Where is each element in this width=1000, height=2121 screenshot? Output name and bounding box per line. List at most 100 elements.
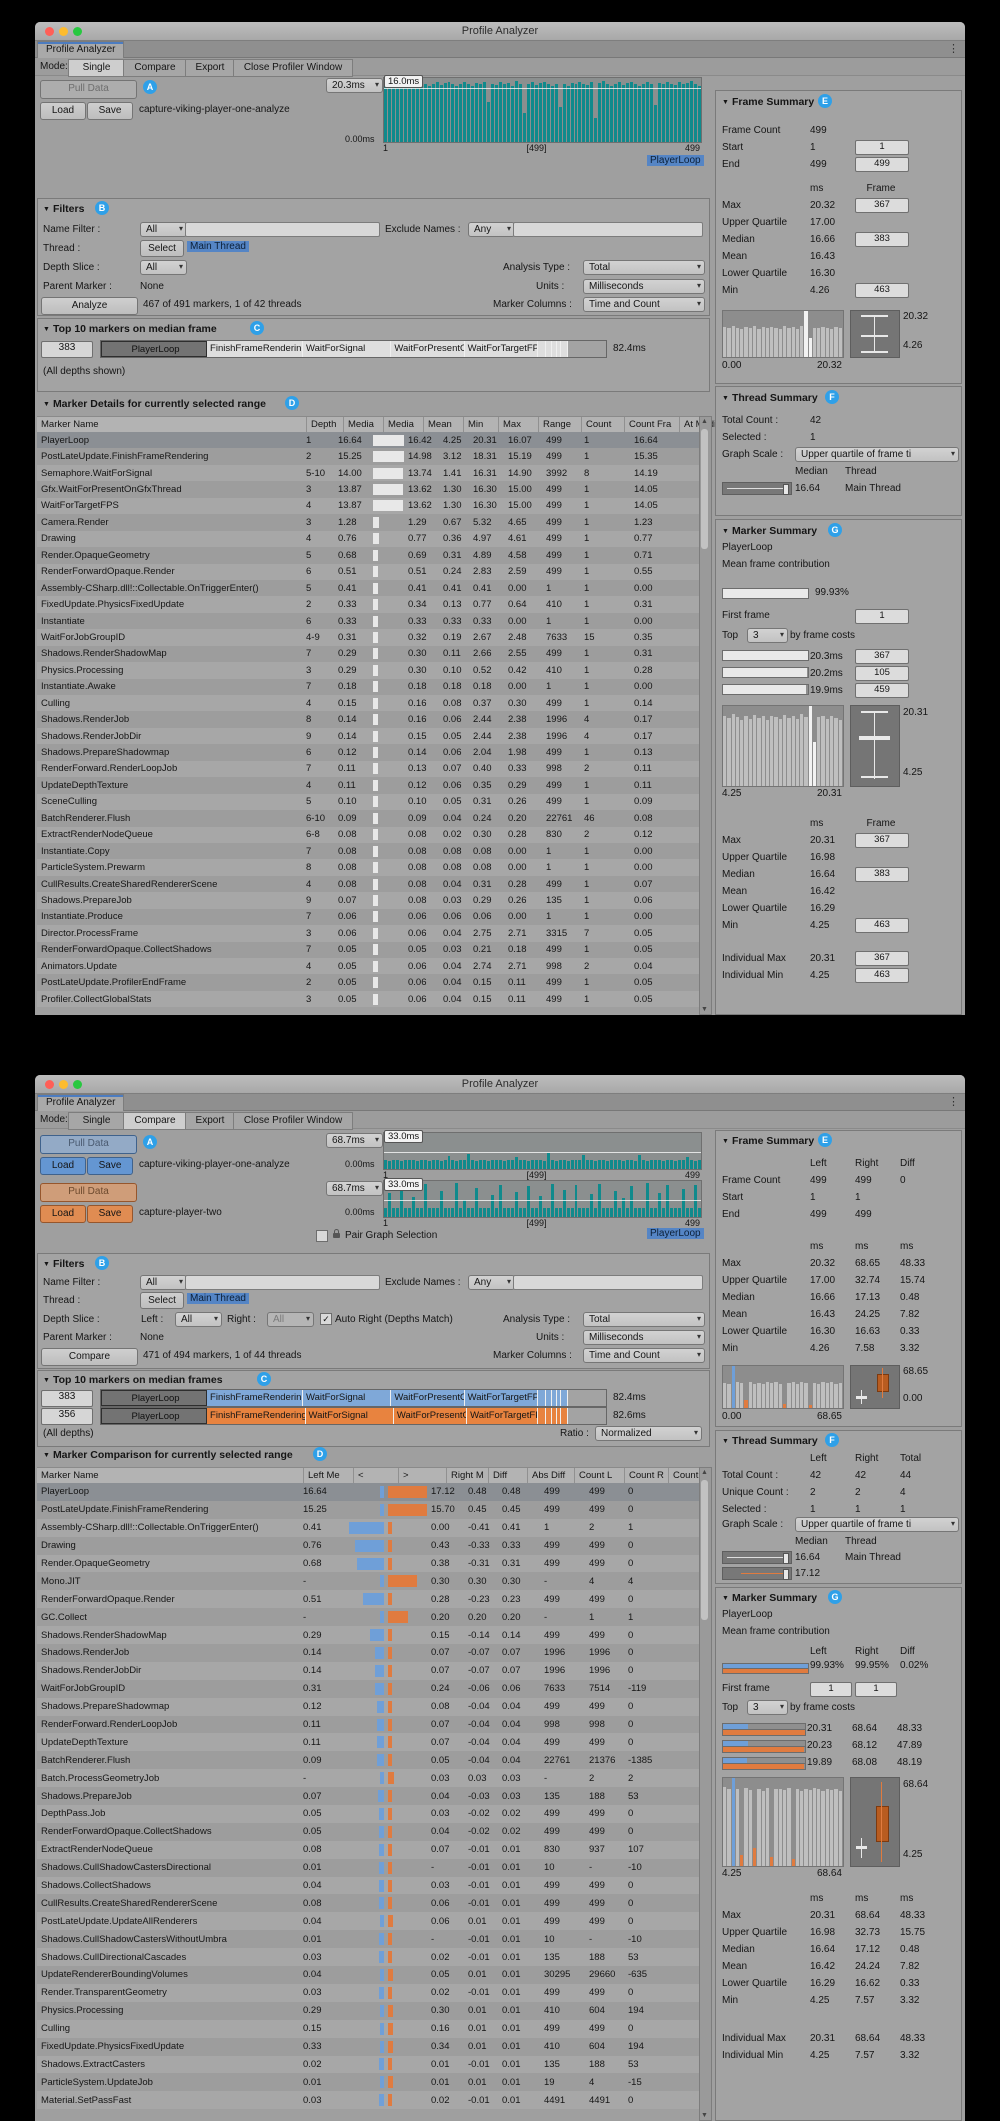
table-row[interactable]: RenderForwardOpaque.Render 0.51 0.28 -0.… <box>37 1590 699 1609</box>
table-row[interactable]: BatchRenderer.Flush 6-10 0.09 0.09 0.04 … <box>37 810 699 827</box>
top10-segment[interactable] <box>545 341 552 357</box>
top10-segment[interactable] <box>545 1408 552 1424</box>
table-row[interactable]: CullResults.CreateSharedRendererScene 4 … <box>37 875 699 893</box>
table-row[interactable]: Shadows.RenderJob 8 0.14 0.16 0.06 2.44 … <box>37 711 699 728</box>
tab-profile-analyzer[interactable]: Profile Analyzer <box>37 41 125 59</box>
filters-header[interactable]: ▼ Filters <box>43 1258 85 1270</box>
range-left-dropdown[interactable]: 68.7ms <box>326 1133 383 1148</box>
column-header[interactable]: Count R <box>625 1468 669 1484</box>
frame-number-button[interactable]: 367 <box>855 951 909 966</box>
column-header[interactable]: Range <box>539 417 582 433</box>
frame-number-button[interactable]: 367 <box>855 198 909 213</box>
table-row[interactable]: UpdateDepthTexture 4 0.11 0.12 0.06 0.35… <box>37 777 699 794</box>
thread-summary-header[interactable]: ▼ Thread Summary <box>722 1435 818 1447</box>
save-left-button[interactable]: Save <box>87 1157 133 1175</box>
column-header[interactable]: > <box>399 1468 447 1484</box>
column-header[interactable]: Count Fra <box>625 417 680 433</box>
table-row[interactable]: SceneCulling 5 0.10 0.10 0.05 0.31 0.26 … <box>37 793 699 811</box>
column-header[interactable]: Right M <box>447 1468 489 1484</box>
details-scrollbar[interactable]: ▲ ▼ <box>699 416 712 1015</box>
top10-bar-left[interactable]: PlayerLoop FinishFrameRenderin(WaitForSig… <box>100 1389 607 1407</box>
frame-number-button[interactable]: 463 <box>855 968 909 983</box>
range-right-dropdown[interactable]: 68.7ms <box>326 1181 383 1196</box>
first-frame-left-button[interactable]: 1 <box>810 1682 852 1697</box>
exclude-names-input[interactable] <box>513 222 703 237</box>
mode-single-button[interactable]: Single <box>68 59 125 77</box>
top10-segment[interactable] <box>545 1390 552 1406</box>
frame-summary-header[interactable]: ▼ Frame Summary <box>722 1135 815 1147</box>
top10-segment[interactable]: FinishFrameRenderin( <box>207 341 303 357</box>
top10-segment[interactable]: WaitForTargetFPS <box>464 1390 538 1406</box>
table-row[interactable]: RenderForward.RenderLoopJob 7 0.11 0.13 … <box>37 760 699 778</box>
marker-columns-dropdown[interactable]: Time and Count <box>583 297 705 312</box>
frame-time-chart[interactable] <box>383 77 702 143</box>
table-row[interactable]: Director.ProcessFrame 3 0.06 0.06 0.04 2… <box>37 925 699 942</box>
frame-summary-histogram[interactable] <box>722 1365 844 1409</box>
top10-segment[interactable]: WaitForTargetFPS <box>467 1408 538 1424</box>
table-row[interactable]: Shadows.CullDirectionalCascades 0.03 0.0… <box>37 1948 699 1967</box>
table-row[interactable]: Shadows.RenderShadowMap 7 0.29 0.30 0.11… <box>37 645 699 663</box>
top10-frame-button[interactable]: 383 <box>41 341 93 358</box>
frame-time-chart-left[interactable] <box>383 1132 702 1170</box>
frame-number-button[interactable]: 1 <box>855 140 909 155</box>
column-header[interactable]: Abs Diff <box>528 1468 575 1484</box>
mode-single-button[interactable]: Single <box>68 1112 125 1130</box>
table-row[interactable]: Drawing 0.76 0.43 -0.33 0.33 499 499 0 <box>37 1536 699 1555</box>
top10-segment[interactable] <box>537 341 546 357</box>
table-row[interactable]: PlayerLoop 1 16.64 16.42 4.25 20.31 16.0… <box>37 432 699 449</box>
mode-compare-button[interactable]: Compare <box>123 59 187 77</box>
table-row[interactable]: Shadows.PrepareShadowmap 6 0.12 0.14 0.0… <box>37 744 699 761</box>
table-row[interactable]: PostLateUpdate.UpdateAllRenderers 0.04 0… <box>37 1912 699 1931</box>
frame-number-button[interactable]: 463 <box>855 918 909 933</box>
close-button[interactable] <box>45 27 54 36</box>
name-filter-mode-dropdown[interactable]: All <box>140 1275 187 1290</box>
column-header[interactable]: Media <box>384 417 424 433</box>
top10-frame-right-button[interactable]: 356 <box>41 1408 93 1425</box>
compare-button[interactable]: Compare <box>41 1348 138 1366</box>
table-row[interactable]: Animators.Update 4 0.05 0.06 0.04 2.74 2… <box>37 958 699 975</box>
table-row[interactable]: Physics.Processing 3 0.29 0.30 0.10 0.52… <box>37 662 699 679</box>
table-row[interactable]: ParticleSystem.UpdateJob 0.01 0.01 0.01 … <box>37 2073 699 2092</box>
pull-data-left-button[interactable]: Pull Data <box>40 1135 137 1154</box>
table-row[interactable]: Shadows.RenderShadowMap 0.29 0.15 -0.14 … <box>37 1626 699 1645</box>
table-row[interactable]: RenderForwardOpaque.CollectShadows 0.05 … <box>37 1822 699 1841</box>
first-frame-right-button[interactable]: 1 <box>855 1682 897 1697</box>
top10-header[interactable]: ▼ Top 10 markers on median frames <box>43 1374 223 1386</box>
selected-marker-label[interactable]: PlayerLoop <box>647 155 704 166</box>
marker-columns-dropdown[interactable]: Time and Count <box>583 1348 705 1363</box>
top10-bar[interactable]: PlayerLoop FinishFrameRenderin(WaitForSig… <box>100 340 607 358</box>
minimize-button[interactable] <box>59 1080 68 1089</box>
frame-summary-histogram[interactable] <box>722 310 844 358</box>
frame-time-chart-right[interactable] <box>383 1180 702 1218</box>
table-row[interactable]: CullResults.CreateSharedRendererScene 0.… <box>37 1894 699 1913</box>
table-row[interactable]: Mono.JIT - 0.30 0.30 0.30 - 4 4 <box>37 1572 699 1591</box>
depth-slice-dropdown[interactable]: All <box>140 260 187 275</box>
pair-graph-checkbox[interactable] <box>316 1230 328 1242</box>
top10-segment[interactable]: FinishFrameRenderin( <box>207 1390 303 1406</box>
table-row[interactable]: Shadows.RenderJob 0.14 0.07 -0.07 0.07 1… <box>37 1644 699 1662</box>
graph-scale-dropdown[interactable]: Upper quartile of frame ti <box>795 447 959 462</box>
top10-segment[interactable]: WaitForSignal <box>305 1408 394 1424</box>
table-row[interactable]: Shadows.PrepareJob 9 0.07 0.08 0.03 0.29… <box>37 892 699 909</box>
thread-range-slider[interactable] <box>722 482 792 495</box>
top10-segment[interactable] <box>556 1390 561 1406</box>
top10-segment[interactable]: WaitForPresentOnC <box>391 341 465 357</box>
name-filter-mode-dropdown[interactable]: All <box>140 222 187 237</box>
top-n-dropdown[interactable]: 3 <box>747 1700 788 1715</box>
table-row[interactable]: WaitForJobGroupID 4-9 0.31 0.32 0.19 2.6… <box>37 629 699 646</box>
tab-profile-analyzer[interactable]: Profile Analyzer <box>37 1094 125 1112</box>
analyze-button[interactable]: Analyze <box>41 297 138 315</box>
name-filter-input[interactable] <box>185 222 380 237</box>
top10-segment[interactable] <box>561 1390 569 1406</box>
pull-data-right-button[interactable]: Pull Data <box>40 1183 137 1202</box>
analysis-type-dropdown[interactable]: Total <box>583 260 705 275</box>
column-header[interactable]: Count <box>582 417 625 433</box>
auto-right-checkbox[interactable]: ✓ <box>320 1313 332 1325</box>
table-row[interactable]: Profiler.CollectGlobalStats 3 0.05 0.06 … <box>37 990 699 1008</box>
table-row[interactable]: Shadows.CollectShadows 0.04 0.03 -0.01 0… <box>37 1876 699 1895</box>
top10-segment[interactable]: WaitForTargetFPS <box>464 341 538 357</box>
table-row[interactable]: Instantiate.Copy 7 0.08 0.08 0.08 0.08 0… <box>37 842 699 860</box>
column-header[interactable]: Max <box>499 417 539 433</box>
table-row[interactable]: Shadows.RenderJobDir 9 0.14 0.15 0.05 2.… <box>37 727 699 745</box>
ratio-dropdown[interactable]: Normalized <box>595 1426 702 1441</box>
